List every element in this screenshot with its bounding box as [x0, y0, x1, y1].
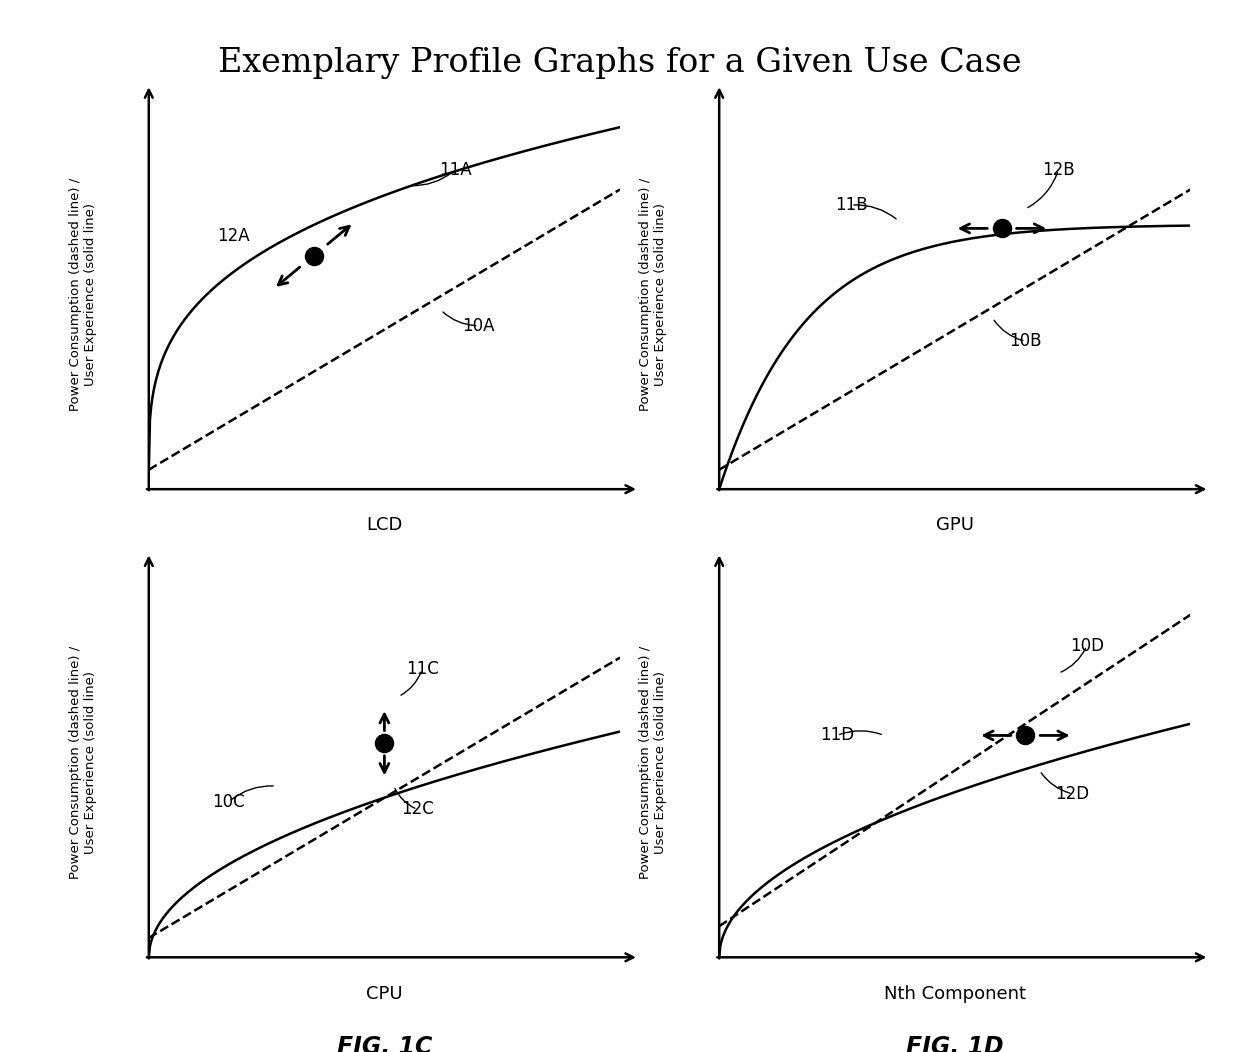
Text: FIG. 1D: FIG. 1D [906, 1035, 1003, 1052]
Text: Power Consumption (dashed line) /
User Experience (solid line): Power Consumption (dashed line) / User E… [69, 646, 97, 879]
Text: 11A: 11A [439, 161, 471, 179]
Text: Power Consumption (dashed line) /
User Experience (solid line): Power Consumption (dashed line) / User E… [640, 178, 667, 411]
Text: FIG. 1C: FIG. 1C [337, 1035, 432, 1052]
Text: LCD: LCD [366, 517, 403, 534]
Text: 11C: 11C [405, 661, 439, 679]
Text: 10A: 10A [463, 317, 495, 335]
Text: FIG. 1A: FIG. 1A [336, 567, 433, 591]
Text: Exemplary Profile Graphs for a Given Use Case: Exemplary Profile Graphs for a Given Use… [218, 47, 1022, 79]
Text: 11D: 11D [820, 727, 854, 745]
Text: Nth Component: Nth Component [884, 985, 1025, 1003]
Text: 12A: 12A [217, 227, 250, 245]
Text: FIG. 1B: FIG. 1B [906, 567, 1003, 591]
Text: 12B: 12B [1042, 161, 1075, 179]
Text: 11B: 11B [835, 196, 868, 214]
Text: Power Consumption (dashed line) /
User Experience (solid line): Power Consumption (dashed line) / User E… [69, 178, 97, 411]
Text: 12D: 12D [1055, 785, 1090, 803]
Text: 10B: 10B [1009, 332, 1042, 350]
Text: 10D: 10D [1070, 636, 1104, 655]
Text: 10C: 10C [212, 792, 246, 811]
Text: 12C: 12C [401, 801, 434, 818]
Text: Power Consumption (dashed line) /
User Experience (solid line): Power Consumption (dashed line) / User E… [640, 646, 667, 879]
Text: GPU: GPU [936, 517, 973, 534]
Text: CPU: CPU [366, 985, 403, 1003]
